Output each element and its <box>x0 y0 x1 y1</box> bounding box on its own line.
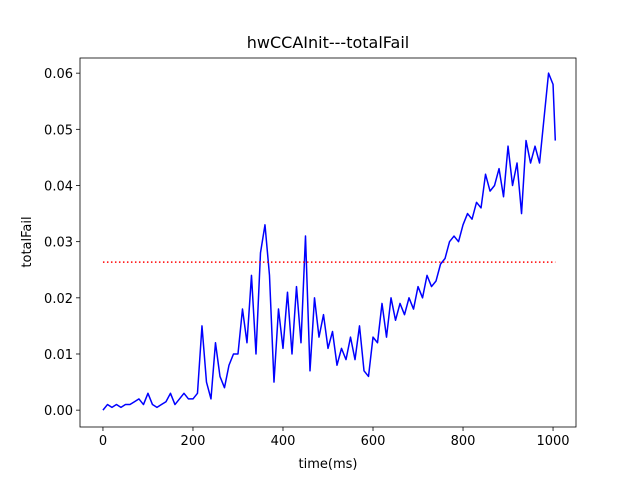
x-tick-label: 400 <box>271 434 296 449</box>
y-tick-label: 0.00 <box>44 404 73 419</box>
x-tick-label: 0 <box>99 434 107 449</box>
y-tick-label: 0.05 <box>44 123 73 138</box>
y-tick-label: 0.02 <box>44 292 73 307</box>
line-series <box>102 72 557 411</box>
y-tick-label: 0.03 <box>44 236 73 251</box>
y-tick-label: 0.04 <box>44 179 73 194</box>
x-tick-label: 200 <box>181 434 206 449</box>
y-tick-label: 0.06 <box>44 67 73 82</box>
x-tick-label: 1000 <box>536 434 569 449</box>
y-tick-label: 0.01 <box>44 348 73 363</box>
x-tick-label: 800 <box>451 434 476 449</box>
chart-title: hwCCAInit---totalFail <box>247 33 409 52</box>
y-axis-label: totalFail <box>20 216 35 267</box>
x-tick-label: 600 <box>361 434 386 449</box>
plot-frame <box>79 57 577 428</box>
x-axis-label: time(ms) <box>299 457 358 472</box>
